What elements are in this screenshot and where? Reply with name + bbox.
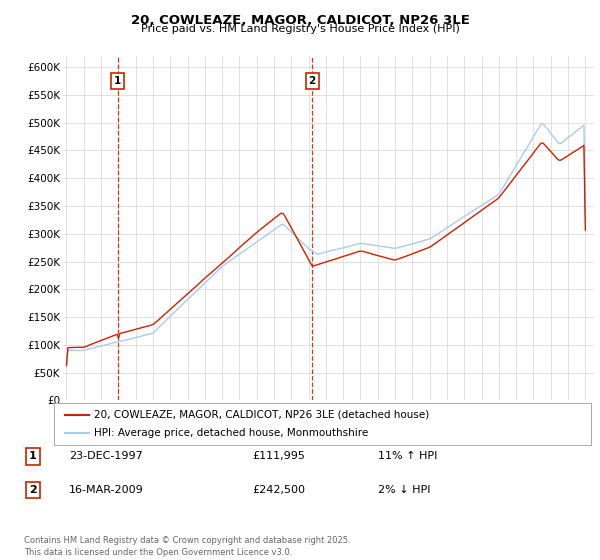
Text: 20, COWLEAZE, MAGOR, CALDICOT, NP26 3LE (detached house): 20, COWLEAZE, MAGOR, CALDICOT, NP26 3LE … [94,410,430,420]
Text: Price paid vs. HM Land Registry's House Price Index (HPI): Price paid vs. HM Land Registry's House … [140,24,460,34]
Text: 1: 1 [29,451,37,461]
Text: 20, COWLEAZE, MAGOR, CALDICOT, NP26 3LE: 20, COWLEAZE, MAGOR, CALDICOT, NP26 3LE [131,14,469,27]
Text: 1: 1 [114,76,121,86]
Text: HPI: Average price, detached house, Monmouthshire: HPI: Average price, detached house, Monm… [94,428,368,438]
Text: £111,995: £111,995 [252,451,305,461]
Text: 2% ↓ HPI: 2% ↓ HPI [378,485,431,495]
Text: 2: 2 [29,485,37,495]
Text: £242,500: £242,500 [252,485,305,495]
Text: 23-DEC-1997: 23-DEC-1997 [69,451,143,461]
Text: 16-MAR-2009: 16-MAR-2009 [69,485,144,495]
Text: 11% ↑ HPI: 11% ↑ HPI [378,451,437,461]
Text: 2: 2 [308,76,316,86]
Text: Contains HM Land Registry data © Crown copyright and database right 2025.
This d: Contains HM Land Registry data © Crown c… [24,536,350,557]
